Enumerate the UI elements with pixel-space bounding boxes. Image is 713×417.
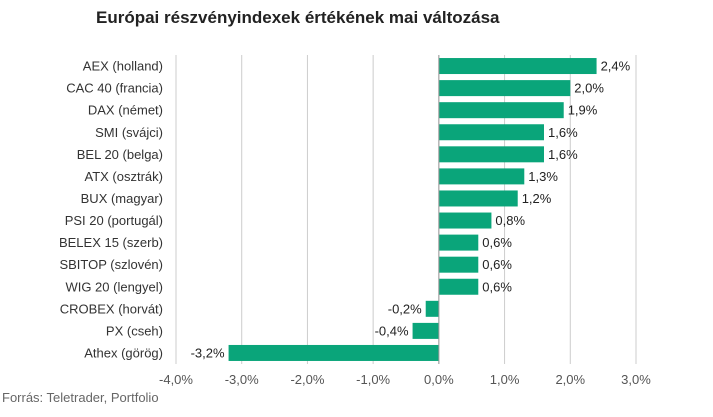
data-label: 2,4% [601,59,631,74]
bar [438,80,571,97]
bar [438,124,544,141]
category-label: PSI 20 (portugál) [65,213,163,228]
x-tick-label: 3,0% [621,372,651,387]
category-label: BUX (magyar) [81,191,163,206]
x-tick-label: -3,0% [225,372,259,387]
data-label: 1,9% [568,103,598,118]
data-label: -0,2% [388,301,422,316]
category-label: Athex (görög) [84,345,163,360]
bar [438,190,518,207]
data-label: 1,6% [548,125,578,140]
bar [438,256,479,273]
category-label: CAC 40 (francia) [66,81,163,96]
bar [438,234,479,251]
bar [438,278,479,295]
x-tick-label: 1,0% [490,372,520,387]
category-label: BELEX 15 (szerb) [59,235,163,250]
category-label: ATX (osztrák) [85,169,164,184]
category-label: SBITOP (szlovén) [59,257,163,272]
bar [438,146,544,163]
data-label: 1,2% [522,191,552,206]
grid-layer [175,55,637,364]
data-label: 0,6% [482,279,512,294]
bar [438,212,492,229]
data-label: -0,4% [375,323,409,338]
axis-layer: -4,0% -3,0% -2,0% -1,0% 0,0% 1,0% 2,0% 3,0% [159,55,651,387]
chart-title: Európai részvényindexek értékének mai vá… [96,8,500,27]
bar [425,300,439,317]
x-tick-label: -2,0% [290,372,324,387]
data-label: 0,6% [482,257,512,272]
category-label: BEL 20 (belga) [77,147,163,162]
x-tick-label: 2,0% [555,372,585,387]
bar-chart: -4,0% -3,0% -2,0% -1,0% 0,0% 1,0% 2,0% 3,0% AEX… [59,55,651,387]
bar-layer [228,58,597,361]
data-label: 0,6% [482,235,512,250]
data-label: 2,0% [574,81,604,96]
category-label: CROBEX (horvát) [60,301,163,316]
category-label: SMI (svájci) [95,125,163,140]
data-label: 0,8% [495,213,525,228]
data-label: -3,2% [191,345,225,360]
x-tick-label: 0,0% [424,372,454,387]
x-tick-label: -4,0% [159,372,193,387]
category-label: WIG 20 (lengyel) [65,279,163,294]
category-label: AEX (holland) [83,59,163,74]
category-label: PX (cseh) [106,323,163,338]
bar [438,102,564,119]
source-note: Forrás: Teletrader, Portfolio [2,390,159,405]
data-label: 1,6% [548,147,578,162]
x-tick-label: -1,0% [356,372,390,387]
bar [412,322,439,339]
category-label: DAX (német) [88,103,163,118]
label-layer: AEX (holland) 2,4% CAC 40 (francia) 2,0% DAX… [59,59,631,361]
data-label: 1,3% [528,169,558,184]
bar [438,168,525,185]
bar [438,58,597,75]
bar [228,344,439,361]
